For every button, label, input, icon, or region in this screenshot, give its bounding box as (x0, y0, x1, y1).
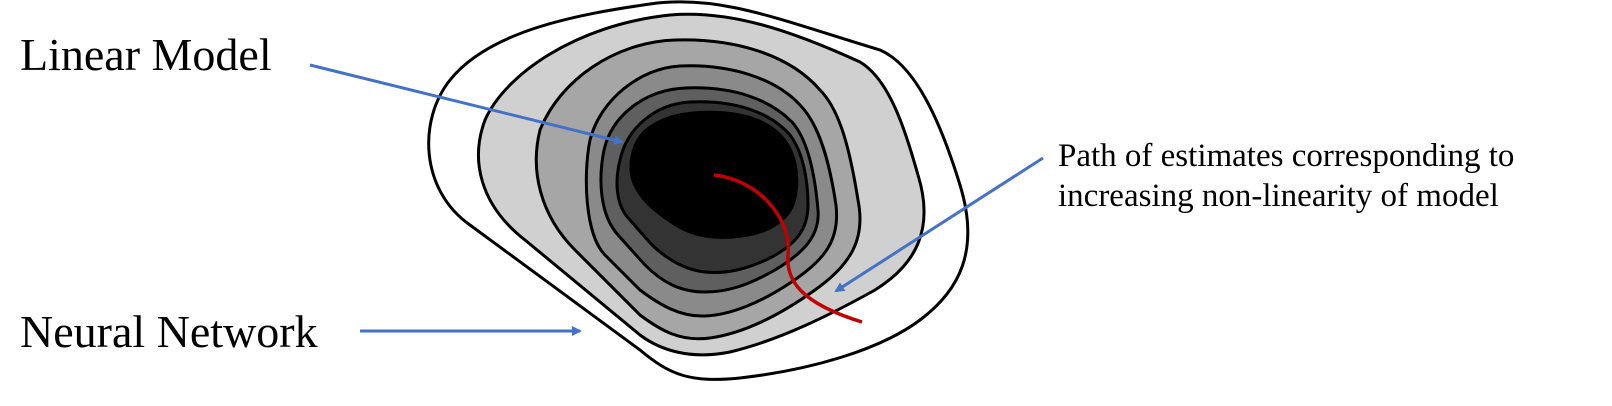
path-of-estimates-arrow (834, 156, 1044, 293)
path-label-line-1: Path of estimates corresponding to (1058, 138, 1515, 174)
linear-model-arrow (309, 63, 624, 145)
linear-model-label: Linear Model (20, 29, 272, 80)
path-of-estimates-label: Path of estimates corresponding to incre… (1058, 136, 1514, 216)
path-label-line-2: increasing non-linearity of model (1058, 178, 1499, 214)
estimate-path (713, 173, 863, 324)
neural-network-label: Neural Network (20, 306, 318, 357)
contour-level-7 (629, 110, 799, 239)
